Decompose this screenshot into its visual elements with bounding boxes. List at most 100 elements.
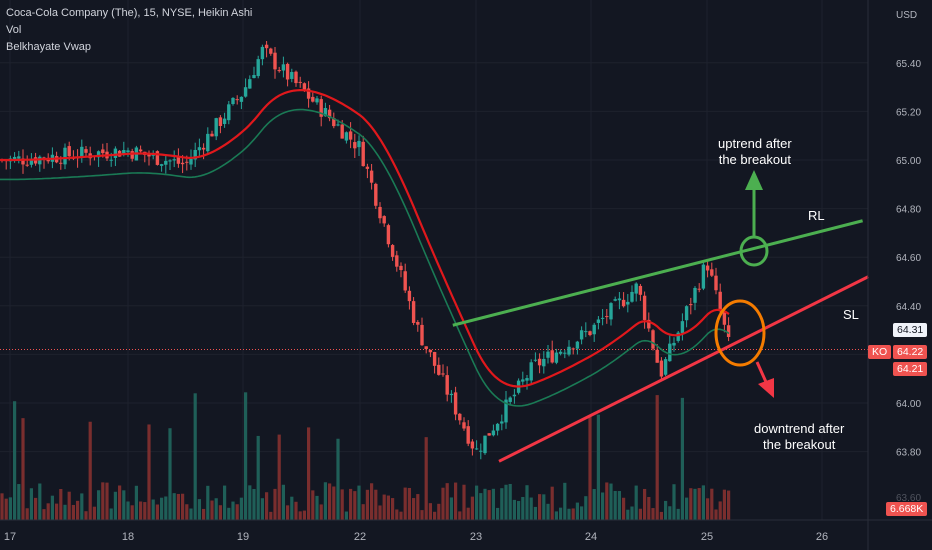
candle-body [558,351,563,354]
candle-body [701,264,706,289]
volume-bar [231,501,235,520]
candle-body [113,148,118,158]
candle-body [659,360,664,377]
legend-title: Coca-Cola Company (The), 15, NYSE, Heiki… [6,7,253,19]
volume-bar [269,511,273,520]
candle-body [172,159,176,161]
candle-body [155,151,160,165]
volume-bar [328,483,332,520]
volume-bar [134,485,138,520]
candle-body [239,96,244,102]
volume-bar [605,482,609,520]
volume-bar [323,482,327,520]
y-tick-label: 64.60 [896,253,921,264]
candle-body [63,147,67,165]
volume-bar [80,493,84,520]
volume-bar [155,504,159,520]
candle-body [12,156,17,161]
volume-bar [609,483,613,520]
candle-body [600,317,605,319]
candle-body [571,348,575,350]
candle-body [495,423,500,431]
x-tick-label: 25 [701,531,713,543]
volume-bar [181,493,185,520]
candle-body [336,124,340,126]
candle-body [281,64,286,71]
chart-grid [0,0,868,520]
volume-bar [223,485,227,520]
candle-body [290,72,294,79]
candle-body [294,71,298,84]
candle-body [357,140,361,148]
candle-body [470,441,475,449]
volume-bar [92,506,96,520]
candle-body [508,397,512,402]
volume-bar [689,488,693,520]
candle-body [67,146,71,157]
candle-body [273,52,277,70]
candle-body [605,316,609,318]
candle-body [21,158,25,165]
volume-bar [206,485,210,520]
candle-body [285,63,290,80]
legend-indicator: Belkhayate Vwap [6,41,91,53]
volume-bar [248,485,252,520]
volume-bar [126,501,130,520]
volume-bar [517,501,521,520]
volume-bar [617,491,621,520]
volume-bar [613,490,617,520]
volume-bar [168,428,172,520]
volume-bar [416,494,420,520]
candle-body [705,265,710,271]
candle-body [449,393,454,396]
volume-bar [399,511,403,520]
volume-bar [550,486,554,520]
candle-body [680,321,685,334]
candle-body [668,343,672,362]
close-price-tag: 64.21 [893,362,928,376]
y-tick-label: 64.40 [896,302,921,313]
candle-body [621,299,626,307]
volume-bar [365,489,369,520]
candle-body [332,118,336,127]
downtrend-line2: the breakout [763,437,836,452]
volume-bar [46,503,50,520]
volume-bar [113,491,117,520]
candle-body [399,265,403,271]
downtrend-annotation: downtrend after the breakout [754,421,844,453]
candle-body [311,96,315,102]
x-tick-label: 18 [122,531,134,543]
volume-bar [521,496,525,520]
candle-body [512,394,517,397]
volume-bar [445,483,449,520]
volume-bar [244,392,248,520]
volume-bar [512,499,516,520]
volume-bar [533,506,537,520]
candle-body [663,359,668,375]
y-tick-label: 64.00 [896,399,921,410]
volume-bar [50,495,54,520]
volume-bar [386,495,390,520]
volume-bar [638,508,642,520]
candle-body [222,118,227,125]
volume-bar [122,490,126,520]
volume-bar [193,393,197,520]
volume-bar [374,489,378,520]
candle-body [298,81,302,83]
volume-bar [487,490,491,520]
legend-volume: Vol [6,24,22,36]
volume-bar [294,501,298,520]
currency-label: USD [896,10,917,21]
volume-bar [630,506,634,520]
volume-bar [172,493,176,520]
volume-bar [8,497,12,520]
down-arrow [755,361,774,398]
volume-bar [588,416,592,520]
down-arrow-shaft [755,361,768,383]
candle-body [164,160,168,165]
candle-body [235,99,239,101]
candle-body [642,295,647,320]
candle-body [210,133,214,137]
volume-bar [340,489,344,520]
